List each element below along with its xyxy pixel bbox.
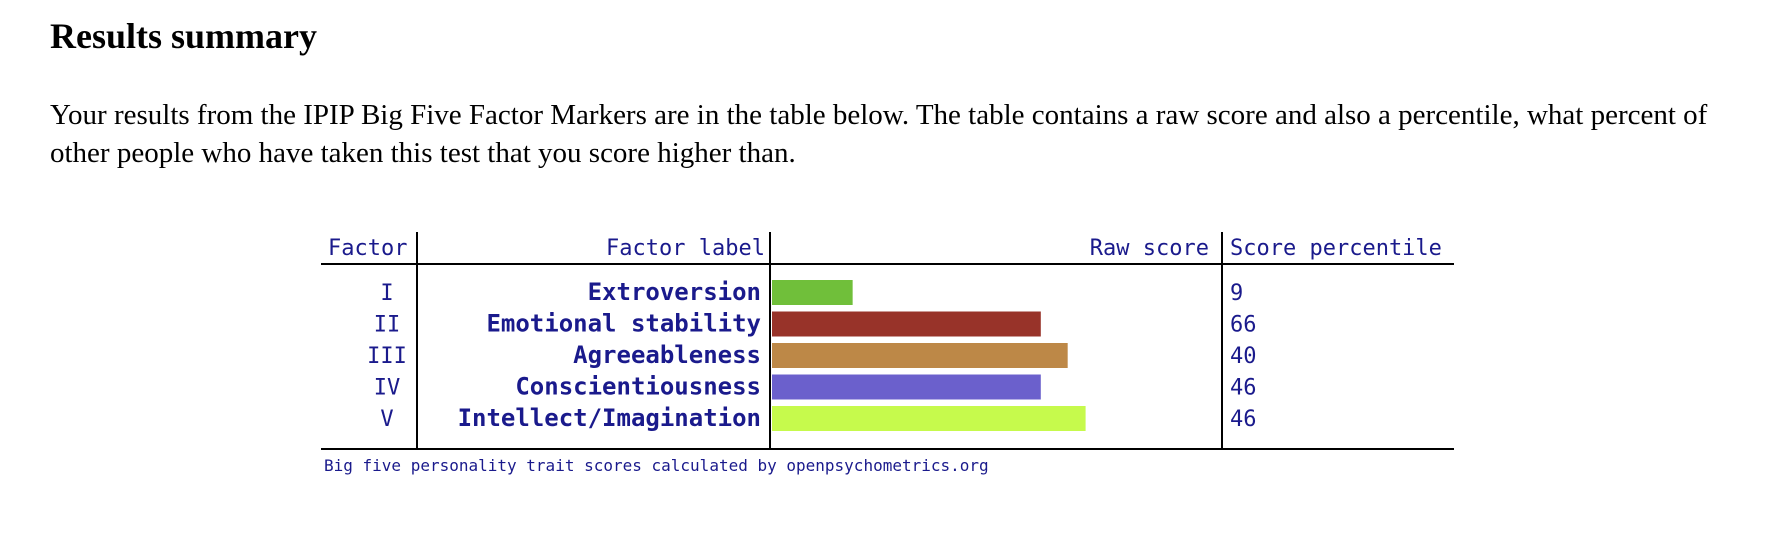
header-score-percentile: Score percentile <box>1230 236 1442 261</box>
raw-score-bar <box>772 280 853 305</box>
score-percentile: 46 <box>1230 407 1257 432</box>
factor-label: Conscientiousness <box>515 373 761 401</box>
factor-label: Emotional stability <box>486 310 761 338</box>
factor-numeral: III <box>367 344 407 369</box>
header-raw-score: Raw score <box>1090 236 1209 261</box>
score-percentile: 66 <box>1230 313 1257 338</box>
factor-label: Extroversion <box>588 278 761 306</box>
intro-paragraph: Your results from the IPIP Big Five Fact… <box>50 99 1708 169</box>
header-factor-label: Factor label <box>606 236 765 261</box>
raw-score-bar <box>772 374 1041 400</box>
factor-numeral: II <box>374 313 401 338</box>
header-factor: Factor <box>328 236 407 261</box>
page-title: Results summary <box>50 16 317 56</box>
score-percentile: 46 <box>1230 376 1257 401</box>
raw-score-bar <box>772 406 1086 431</box>
factor-numeral: V <box>380 407 393 432</box>
raw-score-bar <box>772 343 1068 368</box>
score-percentile: 40 <box>1230 344 1257 369</box>
factor-numeral: IV <box>374 376 401 401</box>
factor-label: Agreeableness <box>573 341 761 369</box>
raw-score-bar <box>772 311 1041 337</box>
chart-caption: Big five personality trait scores calcul… <box>324 456 989 475</box>
factor-label: Intellect/Imagination <box>458 404 761 432</box>
score-percentile: 9 <box>1230 281 1243 306</box>
factor-numeral: I <box>380 281 393 306</box>
